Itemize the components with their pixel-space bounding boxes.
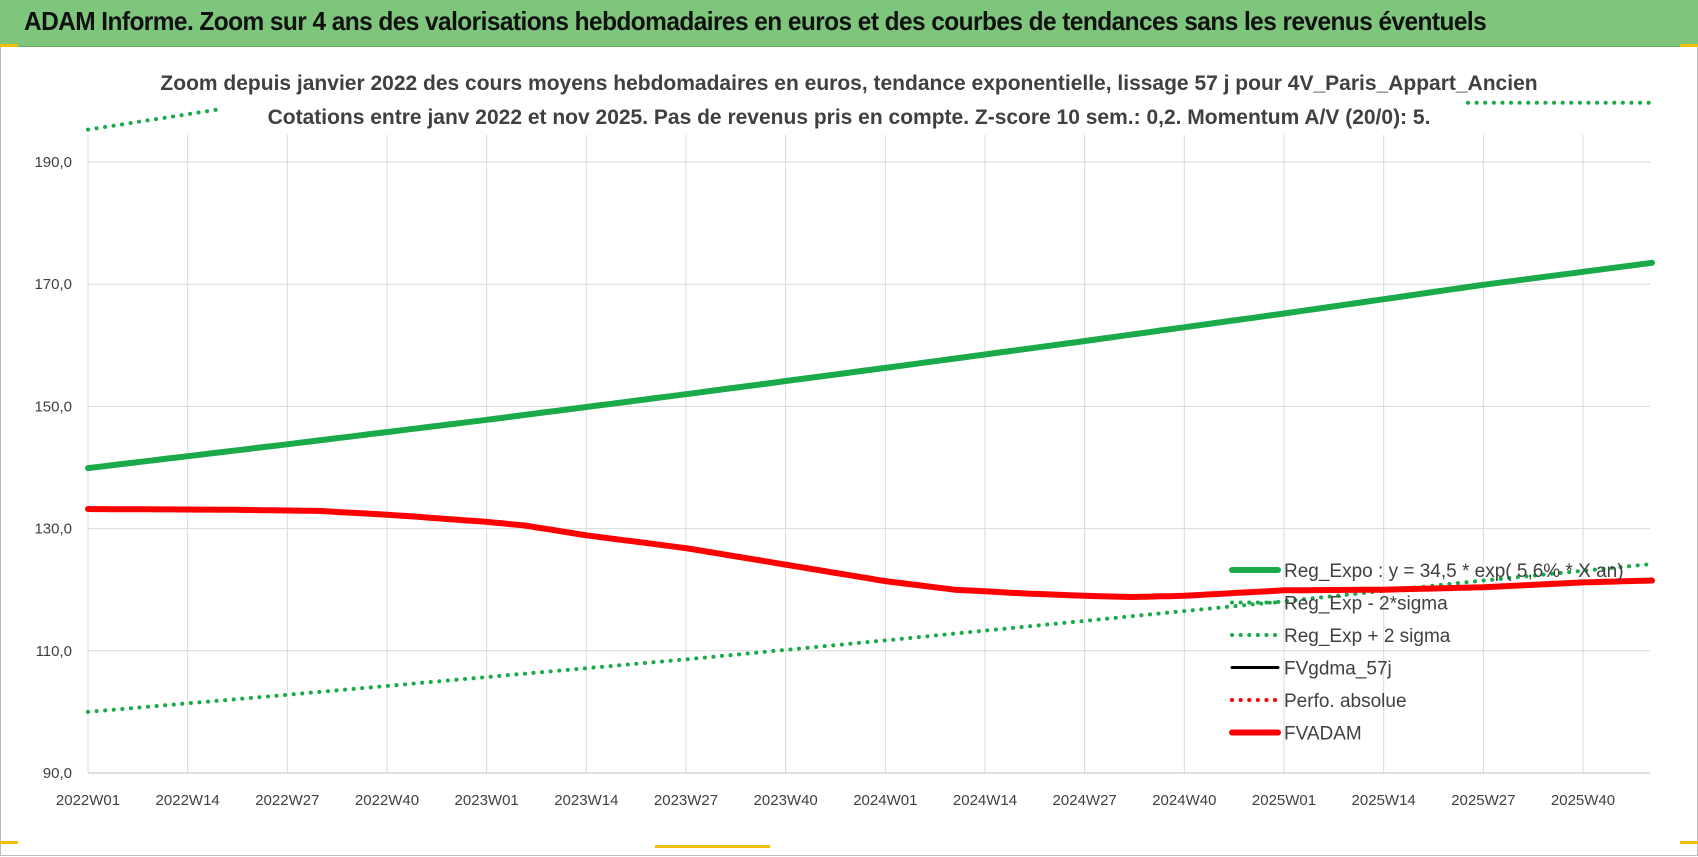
y-tick-label: 170,0 — [34, 276, 72, 293]
series-line-2 — [86, 107, 221, 132]
gridlines — [87, 135, 1650, 774]
series-line-3 — [86, 507, 1654, 598]
x-axis-ticks: 2022W01 2022W14 2022W27 2022W40 2023W01 2023W… — [56, 792, 1615, 809]
y-axis-ticks: 90,0 110,0 130,0 150,0 170,0 190,0 — [34, 154, 72, 782]
legend: Reg_Expo : y = 34,5 * exp( 5,6% * X an) R… — [1229, 561, 1624, 745]
x-tick-label: 2023W14 — [554, 792, 618, 809]
series-line-4 — [86, 507, 1654, 599]
series-line-0 — [85, 259, 1655, 472]
y-tick-label: 110,0 — [36, 643, 72, 660]
series-line-5 — [85, 506, 1655, 600]
x-tick-label: 2024W27 — [1053, 792, 1117, 809]
legend-label: FVgdma_57j — [1284, 659, 1392, 680]
x-tick-label: 2022W27 — [255, 792, 319, 809]
legend-label: Reg_Exp - 2*sigma — [1284, 594, 1448, 615]
corner-accent — [0, 841, 18, 844]
x-tick-label: 2023W27 — [654, 792, 718, 809]
corner-accent — [1680, 44, 1698, 47]
x-tick-label: 2022W01 — [56, 792, 120, 809]
series-layer — [85, 100, 1655, 714]
legend-label: Reg_Expo : y = 34,5 * exp( 5,6% * X an) — [1284, 561, 1624, 582]
x-tick-label: 2025W01 — [1252, 792, 1316, 809]
header-bar: ADAM Informe. Zoom sur 4 ans des valoris… — [0, 0, 1698, 47]
chart-title-line1: Zoom depuis janvier 2022 des cours moyen… — [160, 72, 1537, 95]
y-tick-label: 90,0 — [43, 765, 72, 782]
x-tick-label: 2024W40 — [1152, 792, 1216, 809]
corner-accent — [0, 44, 18, 47]
corner-accent — [1680, 841, 1698, 844]
corner-accent — [655, 845, 770, 848]
y-tick-label: 130,0 — [34, 521, 72, 538]
x-tick-label: 2024W01 — [853, 792, 917, 809]
chart-title-line2: Cotations entre janv 2022 et nov 2025. P… — [268, 106, 1431, 129]
x-tick-label: 2025W40 — [1551, 792, 1615, 809]
x-tick-label: 2022W14 — [156, 792, 220, 809]
legend-label: Reg_Exp + 2 sigma — [1284, 626, 1451, 647]
x-tick-label: 2023W01 — [455, 792, 519, 809]
y-tick-label: 150,0 — [34, 398, 72, 415]
legend-label: Perfo. absolue — [1284, 691, 1407, 712]
x-tick-label: 2023W40 — [754, 792, 818, 809]
legend-label: FVADAM — [1284, 724, 1362, 745]
x-tick-label: 2025W14 — [1352, 792, 1416, 809]
x-tick-label: 2024W14 — [953, 792, 1017, 809]
y-tick-label: 190,0 — [34, 154, 72, 171]
page-title: ADAM Informe. Zoom sur 4 ans des valoris… — [24, 6, 1487, 36]
x-tick-label: 2022W40 — [355, 792, 419, 809]
x-tick-label: 2025W27 — [1451, 792, 1515, 809]
